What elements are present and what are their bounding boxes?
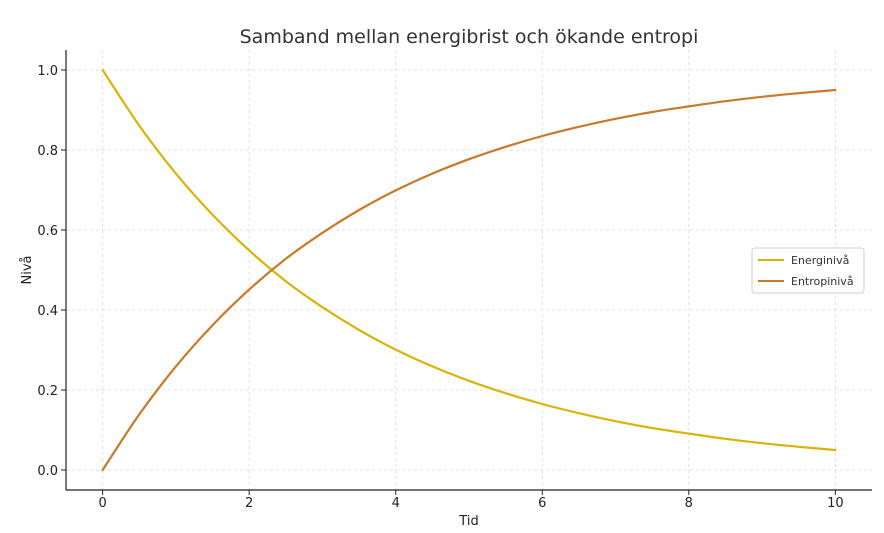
ticks: 0 2 4 6 8 10 0.0 0.2 0.4 0.6 0.8 1.0 [37,64,843,511]
y-tick-label: 0.0 [37,464,58,479]
x-axis-label: Tid [458,514,478,529]
x-tick-label: 2 [245,496,253,511]
chart-title: Samband mellan energibrist och ökande en… [240,26,699,48]
y-tick-label: 1.0 [37,64,58,79]
legend-label-entropiniva: Entropinivå [791,275,854,288]
y-tick-label: 0.4 [37,304,58,319]
series-line-entropiniva [101,88,837,472]
legend: Energinivå Entropinivå [751,247,865,294]
grid [66,50,872,490]
series-line-energiniva [101,68,837,452]
y-axis-label: Nivå [20,256,35,285]
legend-label-energiniva: Energinivå [791,254,849,267]
plot-lines [101,68,837,472]
x-tick-label: 6 [538,496,546,511]
y-tick-label: 0.8 [37,144,58,159]
y-tick-label: 0.2 [37,384,58,399]
x-tick-label: 0 [98,496,106,511]
x-tick-label: 4 [392,496,400,511]
x-tick-label: 10 [827,496,844,511]
y-tick-label: 0.6 [37,224,58,239]
x-tick-label: 8 [685,496,693,511]
